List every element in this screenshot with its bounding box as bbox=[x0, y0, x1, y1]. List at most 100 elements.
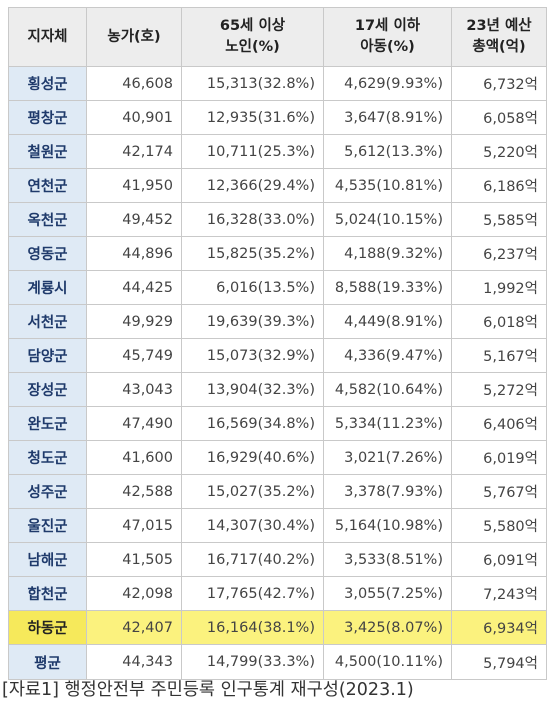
elderly-cell: 17,765(42.7%) bbox=[181, 576, 324, 611]
elderly-cell: 12,935(31.6%) bbox=[181, 100, 324, 135]
municipality-stats-table: 지자체 농가(호) 65세 이상 노인(%) 17세 이하 아동(%) 23년 … bbox=[8, 7, 547, 680]
table-row: 연천군 41,950 12,366(29.4%) 4,535(10.81%) 6,186… bbox=[8, 168, 547, 203]
children-cell: 5,334(11.23%) bbox=[323, 406, 452, 441]
children-cell: 4,535(10.81%) bbox=[323, 168, 452, 203]
budget-cell: 5,585억 bbox=[451, 202, 547, 237]
households-cell: 40,901 bbox=[86, 100, 182, 135]
children-cell: 8,588(19.33%) bbox=[323, 270, 452, 305]
budget-cell: 7,243억 bbox=[451, 576, 547, 611]
children-cell: 4,629(9.93%) bbox=[323, 66, 452, 101]
table-row: 성주군 42,588 15,027(35.2%) 3,378(7.93%) 5,767억 bbox=[8, 474, 547, 509]
budget-cell: 6,091억 bbox=[451, 542, 547, 577]
table-row: 울진군 47,015 14,307(30.4%) 5,164(10.98%) 5,580… bbox=[8, 508, 547, 543]
municipality-cell: 완도군 bbox=[8, 406, 87, 441]
households-cell: 41,505 bbox=[86, 542, 182, 577]
average-row: 평균 44,343 14,799(33.3%) 4,500(10.11%) 5,794억 bbox=[8, 644, 547, 680]
budget-cell: 6,058억 bbox=[451, 100, 547, 135]
table-row: 평창군 40,901 12,935(31.6%) 3,647(8.91%) 6,058억 bbox=[8, 100, 547, 135]
elderly-cell: 6,016(13.5%) bbox=[181, 270, 324, 305]
households-cell: 44,343 bbox=[86, 644, 182, 680]
municipality-cell: 담양군 bbox=[8, 338, 87, 373]
households-cell: 47,490 bbox=[86, 406, 182, 441]
households-cell: 42,174 bbox=[86, 134, 182, 169]
elderly-cell: 16,929(40.6%) bbox=[181, 440, 324, 475]
table-row: 옥천군 49,452 16,328(33.0%) 5,024(10.15%) 5,585… bbox=[8, 202, 547, 237]
source-caption: [자료1] 행정안전부 주민등록 인구통계 재구성(2023.1) bbox=[2, 680, 414, 700]
budget-cell: 1,992억 bbox=[451, 270, 547, 305]
municipality-cell: 남해군 bbox=[8, 542, 87, 577]
municipality-cell: 옥천군 bbox=[8, 202, 87, 237]
municipality-cell: 합천군 bbox=[8, 576, 87, 611]
municipality-cell: 평창군 bbox=[8, 100, 87, 135]
elderly-cell: 19,639(39.3%) bbox=[181, 304, 324, 339]
municipality-cell: 장성군 bbox=[8, 372, 87, 407]
header-budget-2023: 23년 예산 총액(억) bbox=[451, 7, 547, 67]
header-row: 지자체 농가(호) 65세 이상 노인(%) 17세 이하 아동(%) 23년 … bbox=[8, 7, 547, 67]
table-row: 횡성군 46,608 15,313(32.8%) 4,629(9.93%) 6,732억 bbox=[8, 66, 547, 101]
households-cell: 42,407 bbox=[86, 610, 182, 645]
children-cell: 3,647(8.91%) bbox=[323, 100, 452, 135]
budget-cell: 5,580억 bbox=[451, 508, 547, 543]
budget-cell: 6,186억 bbox=[451, 168, 547, 203]
elderly-cell: 16,569(34.8%) bbox=[181, 406, 324, 441]
children-cell: 5,612(13.3%) bbox=[323, 134, 452, 169]
budget-cell: 6,406억 bbox=[451, 406, 547, 441]
children-cell: 4,188(9.32%) bbox=[323, 236, 452, 271]
elderly-cell: 16,164(38.1%) bbox=[181, 610, 324, 645]
children-cell: 5,164(10.98%) bbox=[323, 508, 452, 543]
table-row: 영동군 44,896 15,825(35.2%) 4,188(9.32%) 6,237억 bbox=[8, 236, 547, 271]
municipality-cell: 하동군 bbox=[8, 610, 87, 645]
budget-cell: 6,237억 bbox=[451, 236, 547, 271]
households-cell: 49,929 bbox=[86, 304, 182, 339]
stats-table-container: 지자체 농가(호) 65세 이상 노인(%) 17세 이하 아동(%) 23년 … bbox=[8, 7, 547, 680]
table-row: 합천군 42,098 17,765(42.7%) 3,055(7.25%) 7,243억 bbox=[8, 576, 547, 611]
municipality-cell: 연천군 bbox=[8, 168, 87, 203]
elderly-cell: 16,328(33.0%) bbox=[181, 202, 324, 237]
municipality-cell: 성주군 bbox=[8, 474, 87, 509]
households-cell: 44,425 bbox=[86, 270, 182, 305]
table-row: 담양군 45,749 15,073(32.9%) 4,336(9.47%) 5,167억 bbox=[8, 338, 547, 373]
households-cell: 41,600 bbox=[86, 440, 182, 475]
municipality-cell: 횡성군 bbox=[8, 66, 87, 101]
households-cell: 45,749 bbox=[86, 338, 182, 373]
children-cell: 5,024(10.15%) bbox=[323, 202, 452, 237]
elderly-cell: 14,307(30.4%) bbox=[181, 508, 324, 543]
households-cell: 44,896 bbox=[86, 236, 182, 271]
budget-cell: 5,272억 bbox=[451, 372, 547, 407]
children-cell: 3,425(8.07%) bbox=[323, 610, 452, 645]
municipality-cell: 철원군 bbox=[8, 134, 87, 169]
header-farm-households: 농가(호) bbox=[86, 7, 182, 67]
households-cell: 43,043 bbox=[86, 372, 182, 407]
budget-cell: 6,019억 bbox=[451, 440, 547, 475]
table-row: 청도군 41,600 16,929(40.6%) 3,021(7.26%) 6,019억 bbox=[8, 440, 547, 475]
elderly-cell: 13,904(32.3%) bbox=[181, 372, 324, 407]
budget-cell: 5,767억 bbox=[451, 474, 547, 509]
municipality-cell: 울진군 bbox=[8, 508, 87, 543]
households-cell: 46,608 bbox=[86, 66, 182, 101]
elderly-cell: 15,027(35.2%) bbox=[181, 474, 324, 509]
budget-cell: 5,220억 bbox=[451, 134, 547, 169]
households-cell: 47,015 bbox=[86, 508, 182, 543]
elderly-cell: 14,799(33.3%) bbox=[181, 644, 324, 680]
table-row: 남해군 41,505 16,717(40.2%) 3,533(8.51%) 6,091억 bbox=[8, 542, 547, 577]
children-cell: 3,533(8.51%) bbox=[323, 542, 452, 577]
table-body: 횡성군 46,608 15,313(32.8%) 4,629(9.93%) 6,732억… bbox=[8, 66, 547, 680]
children-cell: 3,378(7.93%) bbox=[323, 474, 452, 509]
children-cell: 4,336(9.47%) bbox=[323, 338, 452, 373]
budget-cell: 6,018억 bbox=[451, 304, 547, 339]
children-cell: 4,500(10.11%) bbox=[323, 644, 452, 680]
table-header: 지자체 농가(호) 65세 이상 노인(%) 17세 이하 아동(%) 23년 … bbox=[8, 7, 547, 67]
elderly-cell: 15,313(32.8%) bbox=[181, 66, 324, 101]
households-cell: 42,098 bbox=[86, 576, 182, 611]
budget-cell: 5,167억 bbox=[451, 338, 547, 373]
municipality-cell: 서천군 bbox=[8, 304, 87, 339]
municipality-cell: 평균 bbox=[8, 644, 87, 680]
table-row: 철원군 42,174 10,711(25.3%) 5,612(13.3%) 5,220억 bbox=[8, 134, 547, 169]
budget-cell: 5,794억 bbox=[451, 644, 547, 680]
budget-cell: 6,934억 bbox=[451, 610, 547, 645]
elderly-cell: 15,073(32.9%) bbox=[181, 338, 324, 373]
elderly-cell: 10,711(25.3%) bbox=[181, 134, 324, 169]
children-cell: 3,055(7.25%) bbox=[323, 576, 452, 611]
elderly-cell: 15,825(35.2%) bbox=[181, 236, 324, 271]
table-row: 서천군 49,929 19,639(39.3%) 4,449(8.91%) 6,018억 bbox=[8, 304, 547, 339]
